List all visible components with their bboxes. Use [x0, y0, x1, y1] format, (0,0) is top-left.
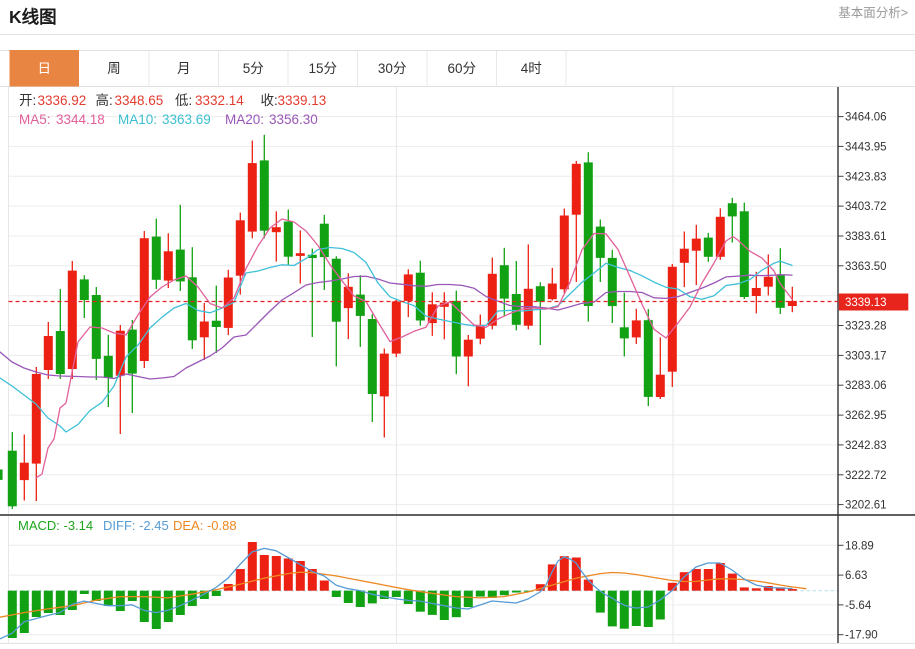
svg-text:低:: 低: — [175, 93, 192, 108]
svg-text:18.89: 18.89 — [845, 540, 874, 552]
svg-text:3383.61: 3383.61 — [845, 231, 887, 243]
svg-text:5分: 5分 — [243, 61, 264, 76]
svg-text:基本面分析>: 基本面分析> — [838, 6, 908, 20]
svg-text:DIFF: -2.45: DIFF: -2.45 — [103, 518, 169, 533]
svg-text:3303.17: 3303.17 — [845, 350, 887, 362]
svg-text:3344.18: 3344.18 — [56, 112, 105, 127]
svg-text:收:: 收: — [261, 93, 278, 108]
svg-text:周: 周 — [107, 61, 121, 76]
svg-text:15分: 15分 — [309, 61, 338, 76]
svg-text:MA20:: MA20: — [225, 112, 264, 127]
svg-text:开:: 开: — [19, 93, 36, 108]
svg-text:日: 日 — [37, 61, 51, 76]
svg-text:3202.61: 3202.61 — [845, 500, 887, 512]
svg-text:3283.06: 3283.06 — [845, 380, 887, 392]
svg-text:3363.50: 3363.50 — [845, 261, 887, 273]
svg-text:30分: 30分 — [378, 61, 407, 76]
svg-text:60分: 60分 — [448, 61, 477, 76]
svg-text:3363.69: 3363.69 — [162, 112, 211, 127]
svg-text:3356.30: 3356.30 — [269, 112, 318, 127]
svg-text:3464.06: 3464.06 — [845, 112, 887, 124]
svg-text:3339.13: 3339.13 — [845, 297, 887, 309]
svg-text:3403.72: 3403.72 — [845, 201, 887, 213]
svg-text:3332.14: 3332.14 — [195, 93, 244, 108]
svg-text:3323.28: 3323.28 — [845, 321, 887, 333]
svg-text:4时: 4时 — [521, 61, 542, 76]
svg-text:6.63: 6.63 — [845, 570, 867, 582]
svg-text:MA5:: MA5: — [19, 112, 51, 127]
svg-text:3443.95: 3443.95 — [845, 141, 887, 153]
svg-text:-17.90: -17.90 — [845, 630, 878, 642]
svg-text:3336.92: 3336.92 — [38, 93, 87, 108]
svg-text:DEA: -0.88: DEA: -0.88 — [173, 518, 237, 533]
svg-text:MACD: -3.14: MACD: -3.14 — [18, 518, 93, 533]
svg-text:高:: 高: — [96, 92, 113, 108]
svg-text:3262.95: 3262.95 — [845, 410, 887, 422]
svg-text:K线图: K线图 — [9, 7, 57, 27]
svg-text:3423.83: 3423.83 — [845, 171, 887, 183]
svg-text:3242.83: 3242.83 — [845, 440, 887, 452]
svg-text:MA10:: MA10: — [118, 112, 157, 127]
svg-text:3339.13: 3339.13 — [278, 93, 327, 108]
svg-text:3348.65: 3348.65 — [115, 93, 164, 108]
svg-text:3222.72: 3222.72 — [845, 470, 887, 482]
svg-text:-5.64: -5.64 — [845, 600, 872, 612]
svg-text:月: 月 — [177, 61, 191, 76]
